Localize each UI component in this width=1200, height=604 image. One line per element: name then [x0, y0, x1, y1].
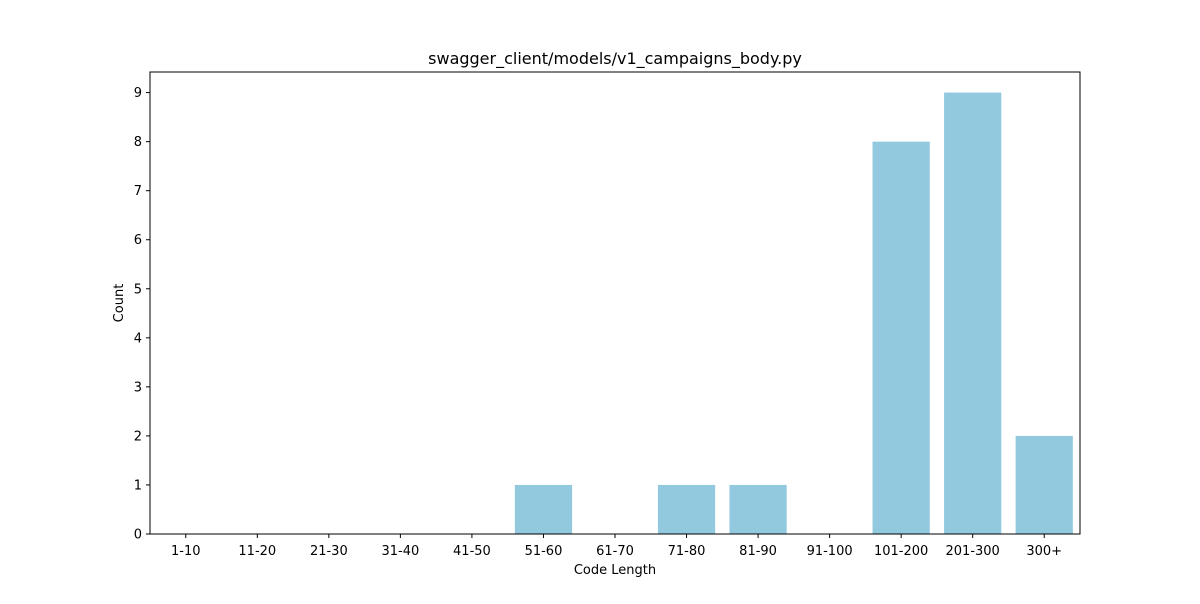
x-tick-label: 91-100	[807, 544, 853, 559]
y-tick-label: 9	[134, 86, 142, 101]
x-tick-label: 21-30	[310, 544, 348, 559]
x-tick-label: 81-90	[739, 544, 777, 559]
bar-51-60	[515, 485, 572, 534]
x-tick-label: 51-60	[525, 544, 563, 559]
bar-101-200	[873, 142, 930, 534]
x-tick-label: 41-50	[453, 544, 491, 559]
x-tick-label: 31-40	[381, 544, 419, 559]
y-tick-label: 5	[134, 282, 142, 297]
y-tick-label: 0	[134, 528, 142, 543]
x-axis-label: Code Length	[574, 563, 656, 578]
y-tick-label: 7	[134, 184, 142, 199]
y-tick-label: 8	[134, 135, 142, 150]
bars-layer	[515, 93, 1073, 534]
x-tick-label: 11-20	[238, 544, 276, 559]
chart-title: swagger_client/models/v1_campaigns_body.…	[428, 49, 802, 69]
x-axis: 1-10 11-20 21-30 31-40 41-50 51-60 61-70 71-80 8…	[171, 534, 1062, 559]
bar-81-90	[729, 485, 786, 534]
bar-71-80	[658, 485, 715, 534]
x-tick-label: 201-300	[946, 544, 1000, 559]
bar-300+	[1016, 436, 1073, 534]
plot-frame	[150, 72, 1080, 534]
y-tick-label: 4	[134, 331, 142, 346]
x-tick-label: 61-70	[596, 544, 634, 559]
x-tick-label: 300+	[1026, 544, 1062, 559]
y-axis-label: Count	[112, 284, 127, 323]
y-tick-label: 6	[134, 233, 142, 248]
y-tick-label: 2	[134, 429, 142, 444]
y-tick-label: 1	[134, 478, 142, 493]
y-axis: 0 1 2 3 4 5 6 7 8 9	[134, 86, 150, 542]
bar-201-300	[944, 93, 1001, 534]
x-tick-label: 101-200	[874, 544, 928, 559]
y-tick-label: 3	[134, 380, 142, 395]
x-tick-label: 71-80	[668, 544, 706, 559]
x-tick-label: 1-10	[171, 544, 201, 559]
